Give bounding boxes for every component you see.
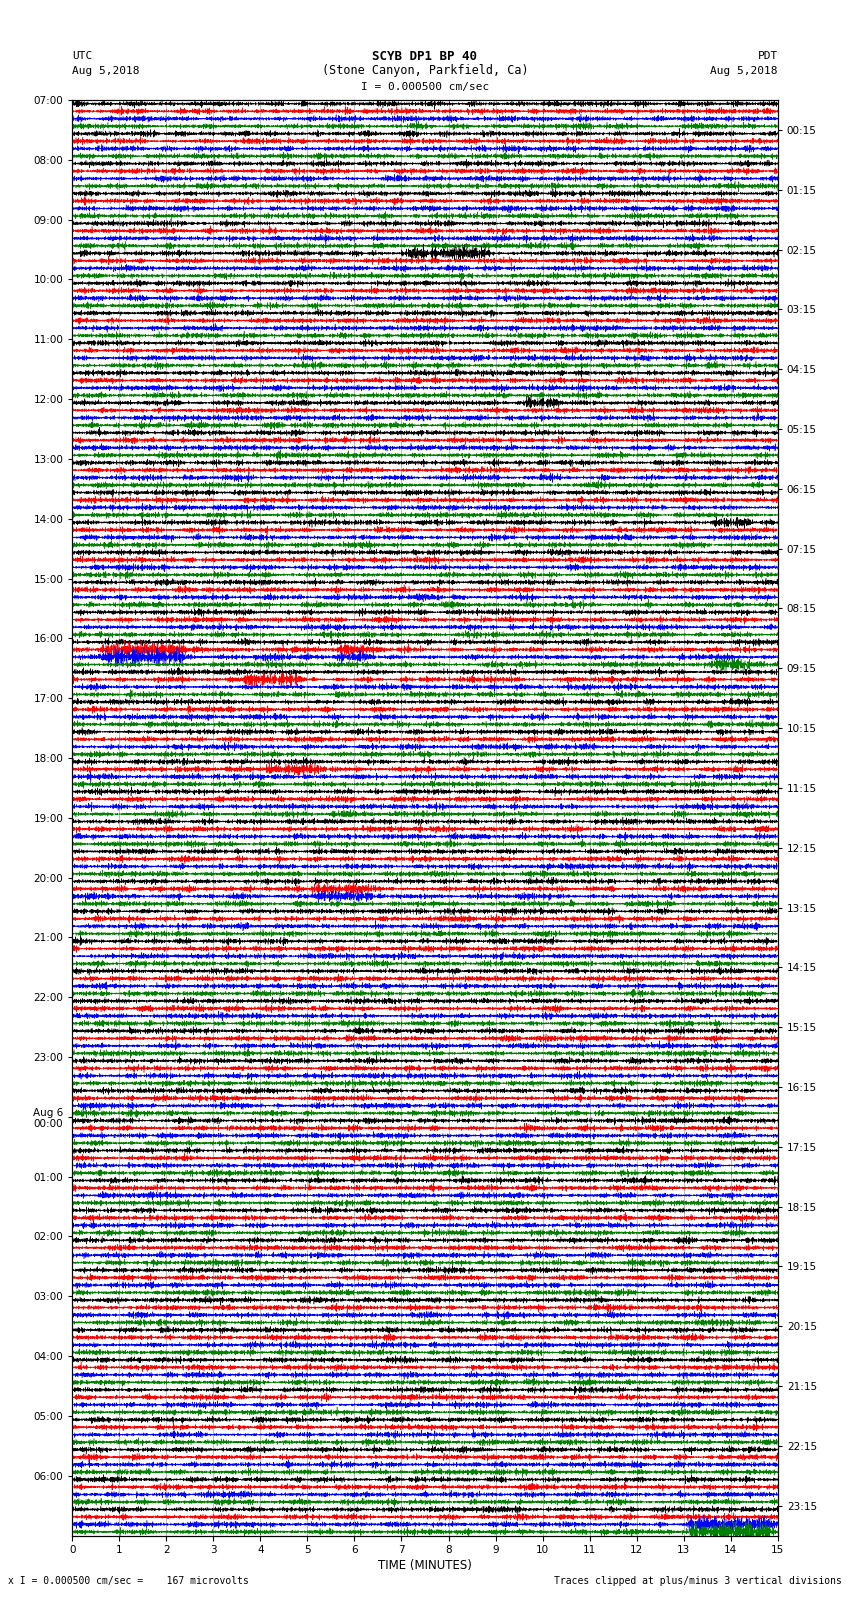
- Text: SCYB DP1 BP 40: SCYB DP1 BP 40: [372, 50, 478, 63]
- Text: UTC: UTC: [72, 52, 93, 61]
- Text: x I = 0.000500 cm/sec =    167 microvolts: x I = 0.000500 cm/sec = 167 microvolts: [8, 1576, 249, 1586]
- X-axis label: TIME (MINUTES): TIME (MINUTES): [378, 1560, 472, 1573]
- Text: Traces clipped at plus/minus 3 vertical divisions: Traces clipped at plus/minus 3 vertical …: [553, 1576, 842, 1586]
- Text: (Stone Canyon, Parkfield, Ca): (Stone Canyon, Parkfield, Ca): [321, 65, 529, 77]
- Text: I = 0.000500 cm/sec: I = 0.000500 cm/sec: [361, 82, 489, 92]
- Text: PDT: PDT: [757, 52, 778, 61]
- Text: Aug 5,2018: Aug 5,2018: [711, 66, 778, 76]
- Text: Aug 5,2018: Aug 5,2018: [72, 66, 139, 76]
